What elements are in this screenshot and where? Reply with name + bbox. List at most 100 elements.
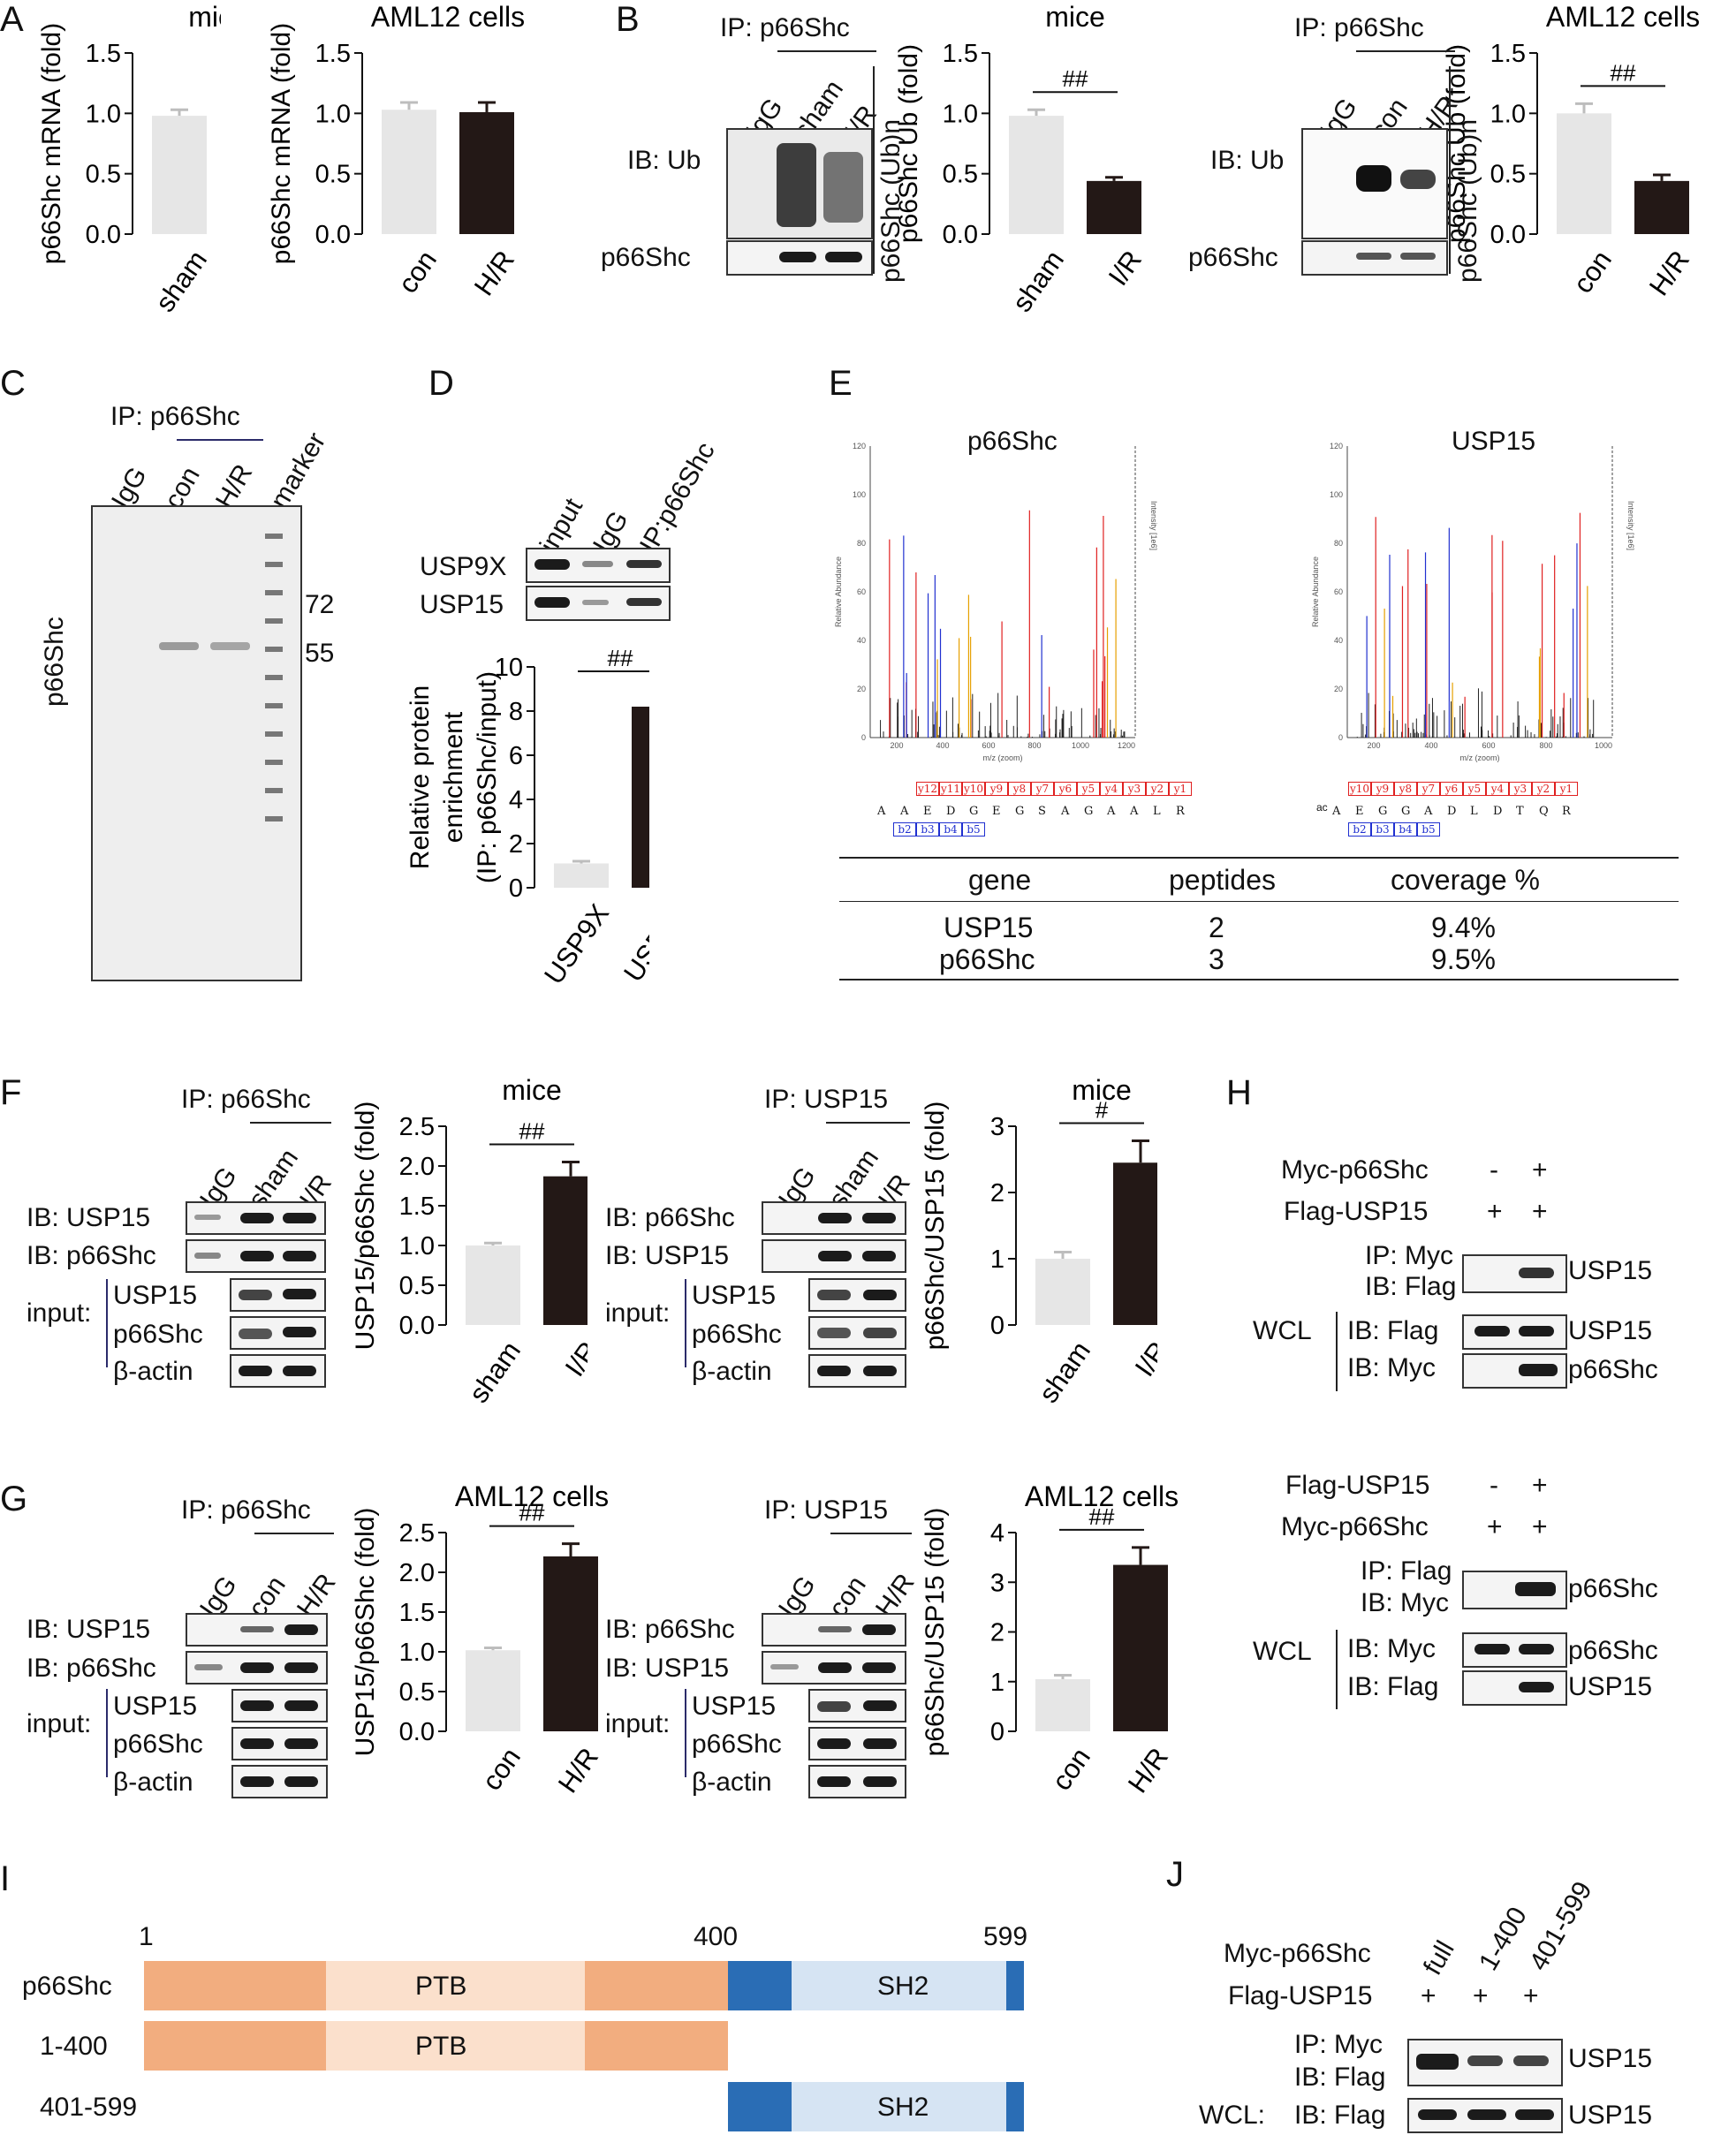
y-tick-label: 0.5 — [86, 161, 121, 189]
bar — [1113, 1162, 1157, 1325]
x-tick-label: 400 — [936, 741, 949, 750]
y-ion: y6 — [1054, 782, 1077, 796]
y2-axis-label: Intensity [1e6] — [1149, 501, 1158, 550]
lane2-sign: + — [1532, 1155, 1548, 1185]
lane1-sign: - — [1490, 1155, 1498, 1185]
out-usp15: USP15 — [1568, 1256, 1653, 1285]
seq-residue: L — [1153, 805, 1161, 818]
y-ion: y2 — [1146, 782, 1169, 796]
seq-residue: T — [1516, 805, 1524, 818]
y-ion: y5 — [1463, 782, 1486, 796]
row-usp15: USP15 — [420, 590, 504, 619]
chart-d-enrichment: Relative protein enrichment (IP: p66Shc/in… — [406, 645, 649, 989]
ip-label: IP: p66Shc — [720, 13, 850, 42]
y-tick-label: 0 — [1338, 733, 1343, 742]
seq-prefix: ac — [1316, 801, 1328, 814]
x-category-label: sham — [1033, 1336, 1096, 1408]
x-tick-label: 800 — [1539, 741, 1552, 750]
bar — [1113, 1564, 1168, 1731]
input-label: input: — [605, 1298, 671, 1328]
th-gene: gene — [968, 864, 1032, 896]
y-ion: y11 — [939, 782, 962, 796]
y-tick-label: 0.0 — [1490, 221, 1526, 249]
blue-segment — [728, 2082, 792, 2131]
y-tick-label: 3 — [990, 1113, 1004, 1141]
row-ib-ub: IB: Ub — [1210, 146, 1285, 175]
y-tick-label: 0.5 — [943, 161, 978, 189]
y-tick-label: 1.5 — [1490, 40, 1526, 68]
wcl-ib-flag: IB: Flag — [1294, 2101, 1386, 2130]
blue-segment — [1006, 1961, 1024, 2010]
x-tick-label: 200 — [890, 741, 903, 750]
panel-label-h: H — [1226, 1073, 1252, 1112]
lane-401-599: 401-599 — [1524, 1876, 1598, 1976]
b-ion: b3 — [916, 822, 939, 837]
ib-label: IB: Myc — [1361, 1588, 1450, 1617]
x-tick-label: 1000 — [1072, 741, 1089, 750]
y-tick-label: 0.0 — [399, 1718, 435, 1746]
x-category-label: sham — [463, 1336, 527, 1408]
lane-ip: IP:p66Shc — [634, 437, 721, 558]
spectrum-p66shc: 0 20 40 60 80 100 120 200 400 600 800 1000 1200 m/z (… — [834, 442, 1158, 762]
y-tick-label: 1 — [990, 1245, 1004, 1274]
lane-marker: marker — [265, 428, 332, 514]
row-ib-ub: IB: Ub — [627, 146, 701, 175]
spec-title-p66shc: p66Shc — [967, 427, 1058, 456]
ptb-label: PTB — [415, 1972, 467, 2001]
lane2-sign: + — [1532, 1197, 1548, 1226]
out-p66shc: p66Shc — [1568, 1636, 1658, 1665]
b-ion: b5 — [962, 822, 985, 837]
orange-segment — [144, 1961, 326, 2010]
row-ib-usp15: IB: USP15 — [605, 1654, 730, 1683]
y-axis-label: enrichment — [439, 711, 468, 843]
bar — [543, 1556, 598, 1731]
chart-title: AML12 cells — [1025, 1480, 1179, 1512]
y-axis-label: p66Shc/USP15 (fold) — [921, 1508, 950, 1757]
row-1-400: 1-400 — [40, 2032, 108, 2061]
bar — [152, 116, 207, 234]
seq-residue: G — [1015, 805, 1025, 818]
y-tick-label: 80 — [857, 539, 866, 548]
y-tick-label: 0.0 — [86, 221, 121, 249]
in-row-actin: β-actin — [692, 1768, 772, 1797]
lane2-sign: + — [1532, 1471, 1548, 1500]
orange-segment — [585, 2021, 728, 2071]
significance-mark: ## — [519, 1118, 545, 1145]
lane2-sign: + — [1473, 1981, 1489, 2010]
y-axis-label: p66Shc/USP15 (fold) — [921, 1102, 950, 1351]
x-tick-label: 600 — [1482, 741, 1495, 750]
pos-400: 400 — [694, 1922, 739, 1951]
y-tick-label: 0.5 — [399, 1678, 435, 1707]
wcl-ib-myc: IB: Myc — [1347, 1353, 1437, 1382]
out-usp15: USP15 — [1568, 2044, 1653, 2073]
bar — [1557, 113, 1611, 234]
bar — [632, 707, 649, 888]
b-ion: b4 — [939, 822, 962, 837]
chart-title: mice — [502, 1074, 562, 1106]
in-row-p66shc: p66Shc — [113, 1730, 203, 1759]
seq-residue: D — [1493, 805, 1503, 818]
significance-mark: ## — [608, 645, 633, 671]
wcl-ib-flag: IB: Flag — [1347, 1672, 1439, 1701]
pos-1: 1 — [139, 1922, 154, 1951]
spec-title-usp15: USP15 — [1452, 427, 1536, 456]
bar — [1035, 1259, 1090, 1325]
wcl-ib-myc: IB: Myc — [1347, 1634, 1437, 1663]
row-usp9x: USP9X — [420, 552, 507, 581]
side-label-ub: p66Shc (Ub)n — [876, 118, 906, 283]
seq-residue: S — [1038, 805, 1046, 818]
panel-label-j: J — [1166, 1855, 1184, 1894]
ptb-domain — [326, 1961, 585, 2010]
in-row-p66shc: p66Shc — [692, 1320, 782, 1349]
row-flag-usp15: Flag-USP15 — [1285, 1471, 1430, 1500]
in-row-actin: β-actin — [113, 1357, 193, 1386]
row-ib-p66shc: IB: p66Shc — [27, 1654, 156, 1683]
row-p66shc: p66Shc — [601, 243, 691, 272]
x-category-label: I/R — [1103, 245, 1148, 291]
y-ion: y1 — [1555, 782, 1578, 796]
y-tick-label: 1.5 — [399, 1192, 435, 1221]
bar — [543, 1176, 588, 1325]
b-ion: b5 — [1417, 822, 1440, 837]
lane1-sign: + — [1487, 1197, 1503, 1226]
lane-1-400: 1-400 — [1474, 1902, 1533, 1976]
